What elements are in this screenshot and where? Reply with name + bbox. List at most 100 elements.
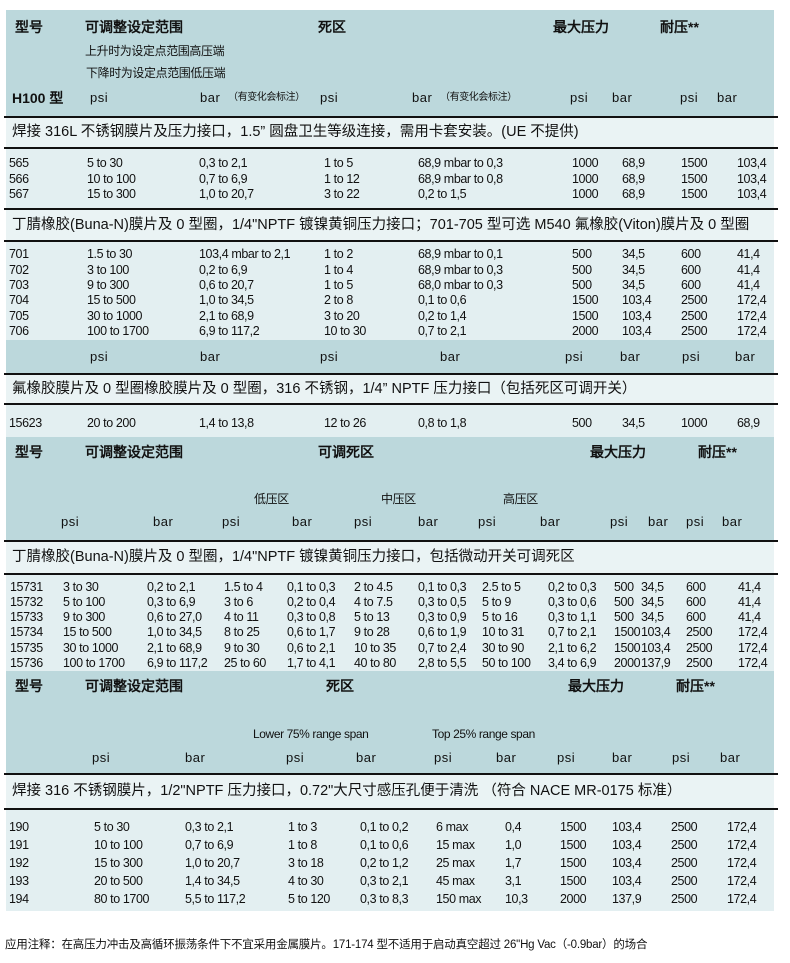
table-cell: 80 to 1700	[94, 892, 150, 906]
table-cell: 9 to 300	[63, 610, 105, 624]
table-cell: 34,5	[641, 595, 664, 609]
table-cell: 0,3 to 1,1	[548, 610, 597, 624]
table-cell: 41,4	[738, 580, 761, 594]
model-number: 15733	[10, 610, 43, 624]
model-number: 704	[9, 293, 29, 307]
table-cell: 1 to 5	[324, 278, 353, 292]
table-cell: 41,4	[737, 263, 760, 277]
model-number: 15731	[10, 580, 43, 594]
table-cell: 1500	[681, 172, 708, 186]
unit-label: bar	[496, 750, 517, 765]
table-cell: 0,6 to 1,7	[287, 625, 336, 639]
model-number: 15735	[10, 641, 43, 655]
table-cell: 103,4	[622, 309, 652, 323]
table-cell: 0,7 to 2,4	[418, 641, 467, 655]
header-model: 型号	[15, 678, 43, 694]
table-cell: 15 to 500	[63, 625, 112, 639]
table-cell: 0,3 to 0,9	[418, 610, 467, 624]
model-number: 193	[9, 874, 29, 888]
table-cell: 1,0 to 20,7	[199, 187, 254, 201]
table-cell: 0,4	[505, 820, 522, 834]
unit-label: psi	[570, 90, 589, 105]
unit-label: psi	[320, 349, 339, 364]
span-label: Lower 75% range span	[253, 727, 369, 741]
table-cell: 0,3 to 2,1	[185, 820, 234, 834]
table-cell: 0,2 to 1,5	[418, 187, 467, 201]
table-cell: 0,6 to 2,1	[287, 641, 336, 655]
table-cell: 0,3 to 0,6	[548, 595, 597, 609]
table-cell: 103,4	[641, 641, 671, 655]
unit-label: bar	[720, 750, 741, 765]
table-cell: 3,1	[505, 874, 522, 888]
table-cell: 15 max	[436, 838, 475, 852]
unit-label: psi	[320, 90, 339, 105]
model-number: 194	[9, 892, 29, 906]
table-cell: 1000	[572, 187, 599, 201]
unit-label: psi	[478, 514, 497, 529]
table-header	[6, 671, 774, 773]
group-title: 丁腈橡胶(Buna-N)膜片及 0 型圈，1/4"NPTF 镀镍黄铜压力接口，包…	[12, 549, 575, 565]
unit-note: （有变化会标注）	[228, 92, 305, 103]
table-cell: 2.5 to 5	[482, 580, 521, 594]
header-max-pressure: 最大压力	[590, 444, 646, 460]
table-cell: 137,9	[641, 656, 671, 670]
zone-label: 中压区	[381, 492, 416, 506]
header-deadband: 可调死区	[318, 444, 374, 460]
group-title-band	[6, 542, 774, 573]
header-model: 型号	[15, 444, 43, 460]
header-range: 可调整设定范围	[85, 19, 183, 35]
header-proof-pressure: 耐压**	[660, 19, 699, 35]
table-cell: 1500	[681, 187, 708, 201]
table-cell: 1500	[560, 856, 587, 870]
table-cell: 68,0 mbar to 0,3	[418, 278, 503, 292]
table-cell: 1 to 3	[288, 820, 317, 834]
table-cell: 0,7 to 2,1	[548, 625, 597, 639]
table-cell: 5 to 16	[482, 610, 518, 624]
table-cell: 68,9	[622, 156, 645, 170]
table-cell: 2500	[671, 838, 698, 852]
header-deadband: 死区	[318, 19, 346, 35]
unit-label: bar	[153, 514, 174, 529]
group-title: 丁腈橡胶(Buna-N)膜片及 0 型圈，1/4"NPTF 镀镍黄铜压力接口；7…	[12, 217, 750, 233]
table-cell: 34,5	[622, 263, 645, 277]
table-cell: 0,2 to 1,2	[360, 856, 409, 870]
table-cell: 68,9 mbar to 0,3	[418, 156, 503, 170]
table-cell: 500	[572, 247, 592, 261]
unit-label: psi	[557, 750, 576, 765]
table-cell: 0,6 to 27,0	[147, 610, 202, 624]
table-cell: 103,4	[737, 187, 767, 201]
table-cell: 30 to 90	[482, 641, 524, 655]
table-cell: 68,9 mbar to 0,1	[418, 247, 503, 261]
table-cell: 2500	[681, 324, 708, 338]
group-title-band	[6, 118, 774, 147]
table-cell: 34,5	[622, 278, 645, 292]
group-title-band	[6, 210, 774, 240]
table-cell: 137,9	[612, 892, 642, 906]
table-cell: 2000	[560, 892, 587, 906]
table-cell: 10 to 35	[354, 641, 396, 655]
table-cell: 1.5 to 4	[224, 580, 263, 594]
unit-label: psi	[610, 514, 629, 529]
table-cell: 5,5 to 117,2	[185, 892, 246, 906]
unit-label: bar	[620, 349, 641, 364]
table-cell: 0,7 to 6,9	[185, 838, 234, 852]
table-cell: 2500	[671, 892, 698, 906]
table-cell: 1000	[572, 156, 599, 170]
table-cell: 172,4	[727, 874, 757, 888]
table-cell: 1 to 4	[324, 263, 353, 277]
table-cell: 500	[614, 610, 634, 624]
table-cell: 34,5	[641, 610, 664, 624]
table-cell: 68,9	[737, 416, 760, 430]
table-cell: 9 to 30	[224, 641, 260, 655]
series-label: H100 型	[12, 90, 64, 106]
table-cell: 9 to 300	[87, 278, 129, 292]
unit-label: bar	[717, 90, 738, 105]
table-cell: 20 to 500	[94, 874, 143, 888]
table-cell: 172,4	[727, 856, 757, 870]
unit-label: bar	[356, 750, 377, 765]
table-cell: 15 to 300	[94, 856, 143, 870]
table-cell: 0,3 to 8,3	[360, 892, 409, 906]
unit-label: bar	[200, 349, 221, 364]
table-cell: 500	[572, 416, 592, 430]
unit-label: bar	[612, 90, 633, 105]
